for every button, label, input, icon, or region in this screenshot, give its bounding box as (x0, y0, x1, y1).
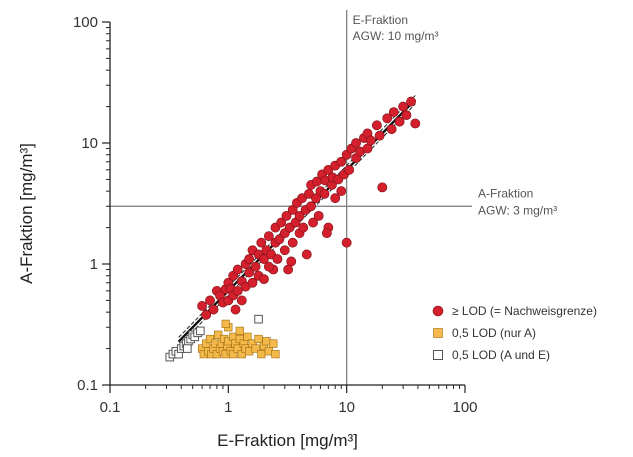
data-point-lod (259, 274, 269, 285)
data-point-half-lod-a (229, 350, 238, 359)
data-point-half-lod-a (251, 344, 260, 353)
data-point-lod (319, 188, 330, 199)
legend-label: ≥ LOD (= Nachweisgrenze) (452, 304, 597, 318)
data-point-half-lod-ae (254, 314, 263, 324)
data-point-lod (406, 96, 416, 107)
data-point-half-lod-a (269, 339, 278, 348)
legend-label: 0,5 LOD (nur A) (452, 326, 536, 340)
data-point-half-lod-a (257, 350, 266, 359)
legend-marker-half-lod-ae (433, 350, 443, 360)
y-tick-label: 10 (81, 135, 98, 152)
reference-label-e-fraktion: E-Fraktion (353, 13, 408, 27)
data-point-lod (197, 301, 207, 311)
data-point-half-lod-a (254, 334, 263, 344)
data-point-lod (394, 116, 405, 127)
data-point-half-lod-a (214, 330, 223, 339)
data-point-lod (274, 234, 285, 245)
data-point-lod (247, 277, 258, 288)
data-point-half-lod-a (262, 337, 271, 346)
data-point-lod (286, 256, 297, 267)
data-point-half-lod-ae (182, 344, 192, 353)
data-point-lod (276, 217, 287, 228)
x-tick-label: 10 (338, 399, 355, 416)
data-point-lod (256, 237, 267, 248)
reference-label-a-fraktion: A-Fraktion (478, 186, 533, 200)
x-tick-label: 0.1 (100, 399, 121, 416)
data-point-lod (365, 135, 376, 146)
data-point-half-lod-a (271, 350, 280, 359)
data-point-half-lod-a (233, 344, 242, 353)
data-point-lod (371, 120, 382, 131)
data-point-lod (232, 264, 243, 275)
y-tick-label: 1 (90, 256, 98, 273)
data-point-lod (311, 193, 321, 204)
data-point-lod (344, 164, 355, 175)
x-axis-title: E-Fraktion [mg/m³] (217, 431, 358, 450)
data-point-half-lod-a (235, 326, 244, 335)
data-point-lod (205, 295, 215, 306)
y-tick-label: 100 (73, 14, 98, 31)
data-point-lod (301, 249, 312, 260)
legend: ≥ LOD (= Nachweisgrenze) 0,5 LOD (nur A) 0… (432, 304, 597, 362)
data-point-lod (336, 156, 347, 167)
data-point-half-lod-a (243, 332, 252, 341)
axes (102, 21, 466, 393)
data-point-lod (410, 118, 421, 129)
data-point-lod (279, 245, 290, 256)
data-point-lod (298, 222, 309, 233)
data-point-lod (336, 186, 347, 197)
data-point-lod (398, 101, 409, 112)
data-point-lod (351, 138, 361, 148)
data-point-lod (313, 210, 324, 221)
data-point-lod (208, 304, 219, 315)
data-point-lod (330, 193, 341, 204)
reference-lines: E-Fraktion AGW: 10 mg/m³ A-Fraktion AGW: 3 … (110, 10, 557, 385)
y-tick-label: 0.1 (77, 377, 98, 394)
data-point-lod (263, 231, 274, 242)
data-point-lod (263, 261, 274, 272)
data-point-lod (230, 304, 241, 315)
data-point-lod (244, 254, 255, 264)
data-point-lod (341, 237, 352, 248)
data-point-lod (287, 237, 298, 248)
x-tick-label: 1 (224, 399, 232, 416)
reference-label-a-agw: AGW: 3 mg/m³ (478, 203, 557, 217)
data-point-lod (377, 182, 388, 193)
data-point-lod (294, 210, 305, 221)
data-points (165, 96, 421, 362)
data-point-lod (388, 107, 399, 118)
data-point-half-lod-a (205, 334, 215, 344)
y-axis-title: A-Fraktion [mg/m³] (17, 143, 36, 284)
legend-marker-lod (432, 305, 444, 317)
axis-labels: 0.1 1 10 100 0.1 1 10 100 E-Fraktion [mg/m³] A-Fr… (17, 14, 478, 450)
data-point-half-lod-a (221, 319, 230, 328)
data-point-lod (306, 201, 316, 212)
data-point-lod (386, 124, 397, 135)
data-point-lod (236, 295, 247, 306)
data-point-lod (401, 110, 412, 121)
data-point-lod (250, 261, 261, 272)
data-point-half-lod-ae (196, 326, 205, 336)
data-point-lod (382, 113, 393, 124)
data-point-lod (308, 217, 318, 228)
data-point-lod (201, 309, 212, 320)
data-point-lod (272, 254, 283, 264)
legend-label: 0,5 LOD (A und E) (452, 348, 550, 362)
data-point-lod (281, 210, 292, 221)
data-point-lod (244, 267, 255, 278)
data-point-lod (232, 285, 243, 296)
legend-marker-half-lod-a (433, 328, 443, 338)
reference-label-e-agw: AGW: 10 mg/m³ (353, 29, 439, 43)
x-tick-label: 100 (452, 399, 477, 416)
data-point-lod (374, 130, 385, 141)
data-point-lod (321, 228, 332, 239)
